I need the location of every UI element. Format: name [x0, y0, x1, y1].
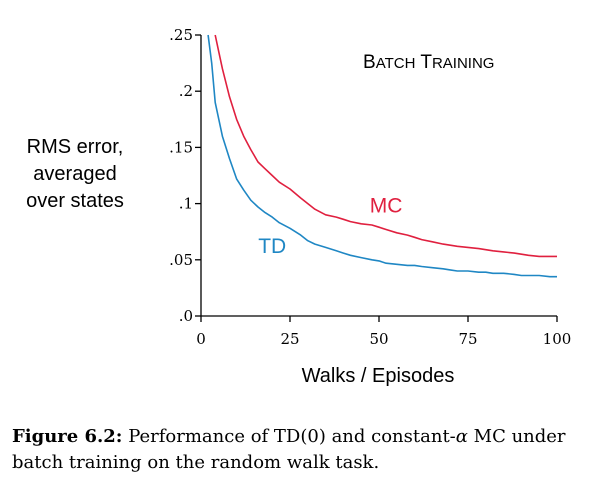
- x-tick-label: 100: [543, 330, 572, 348]
- y-tick-label: .1: [179, 195, 193, 213]
- x-axis-title: Walks / Episodes: [302, 365, 455, 387]
- y-tick-label: .0: [179, 307, 193, 325]
- title-rest-b: ATCH: [376, 55, 416, 72]
- x-tick-label: 75: [458, 330, 477, 348]
- axes: .0 .05 .1 .15 .2 .25 0 25 50 75 100: [169, 26, 571, 348]
- y-tick-label: .05: [169, 251, 193, 269]
- y-axis-title-line-2: averaged: [33, 163, 116, 185]
- x-tick-label: 25: [280, 330, 299, 348]
- plot-lines: [207, 34, 557, 278]
- x-tick-label: 50: [369, 330, 388, 348]
- y-tick-label: .15: [169, 138, 193, 156]
- figure-caption: Figure 6.2: Performance of TD(0) and con…: [12, 424, 592, 476]
- series-labels: MC TD: [258, 195, 402, 258]
- caption-text-2: MC under batch training on the random wa…: [12, 426, 566, 473]
- series-line-mc: [214, 34, 557, 258]
- series-line-td: [207, 34, 557, 278]
- caption-text-1: Performance of TD(0) and constant-: [128, 426, 456, 447]
- chart: BATCH TRAINING RMS error, averaged over …: [26, 26, 571, 387]
- series-label-td: TD: [258, 235, 286, 258]
- caption-alpha: α: [455, 426, 468, 447]
- y-tick-label: .25: [169, 26, 193, 44]
- caption-label: Figure 6.2:: [12, 426, 123, 447]
- y-axis-title-line-1: RMS error,: [27, 136, 124, 158]
- y-axis-title-line-3: over states: [26, 190, 124, 212]
- chart-title: BATCH TRAINING: [363, 52, 494, 73]
- y-tick-label: .2: [179, 82, 193, 100]
- title-rest-t: RAINING: [432, 55, 495, 72]
- x-tick-label: 0: [196, 330, 206, 348]
- series-label-mc: MC: [370, 195, 403, 218]
- title-lead-b: B: [363, 52, 376, 73]
- title-lead-t: T: [420, 52, 432, 73]
